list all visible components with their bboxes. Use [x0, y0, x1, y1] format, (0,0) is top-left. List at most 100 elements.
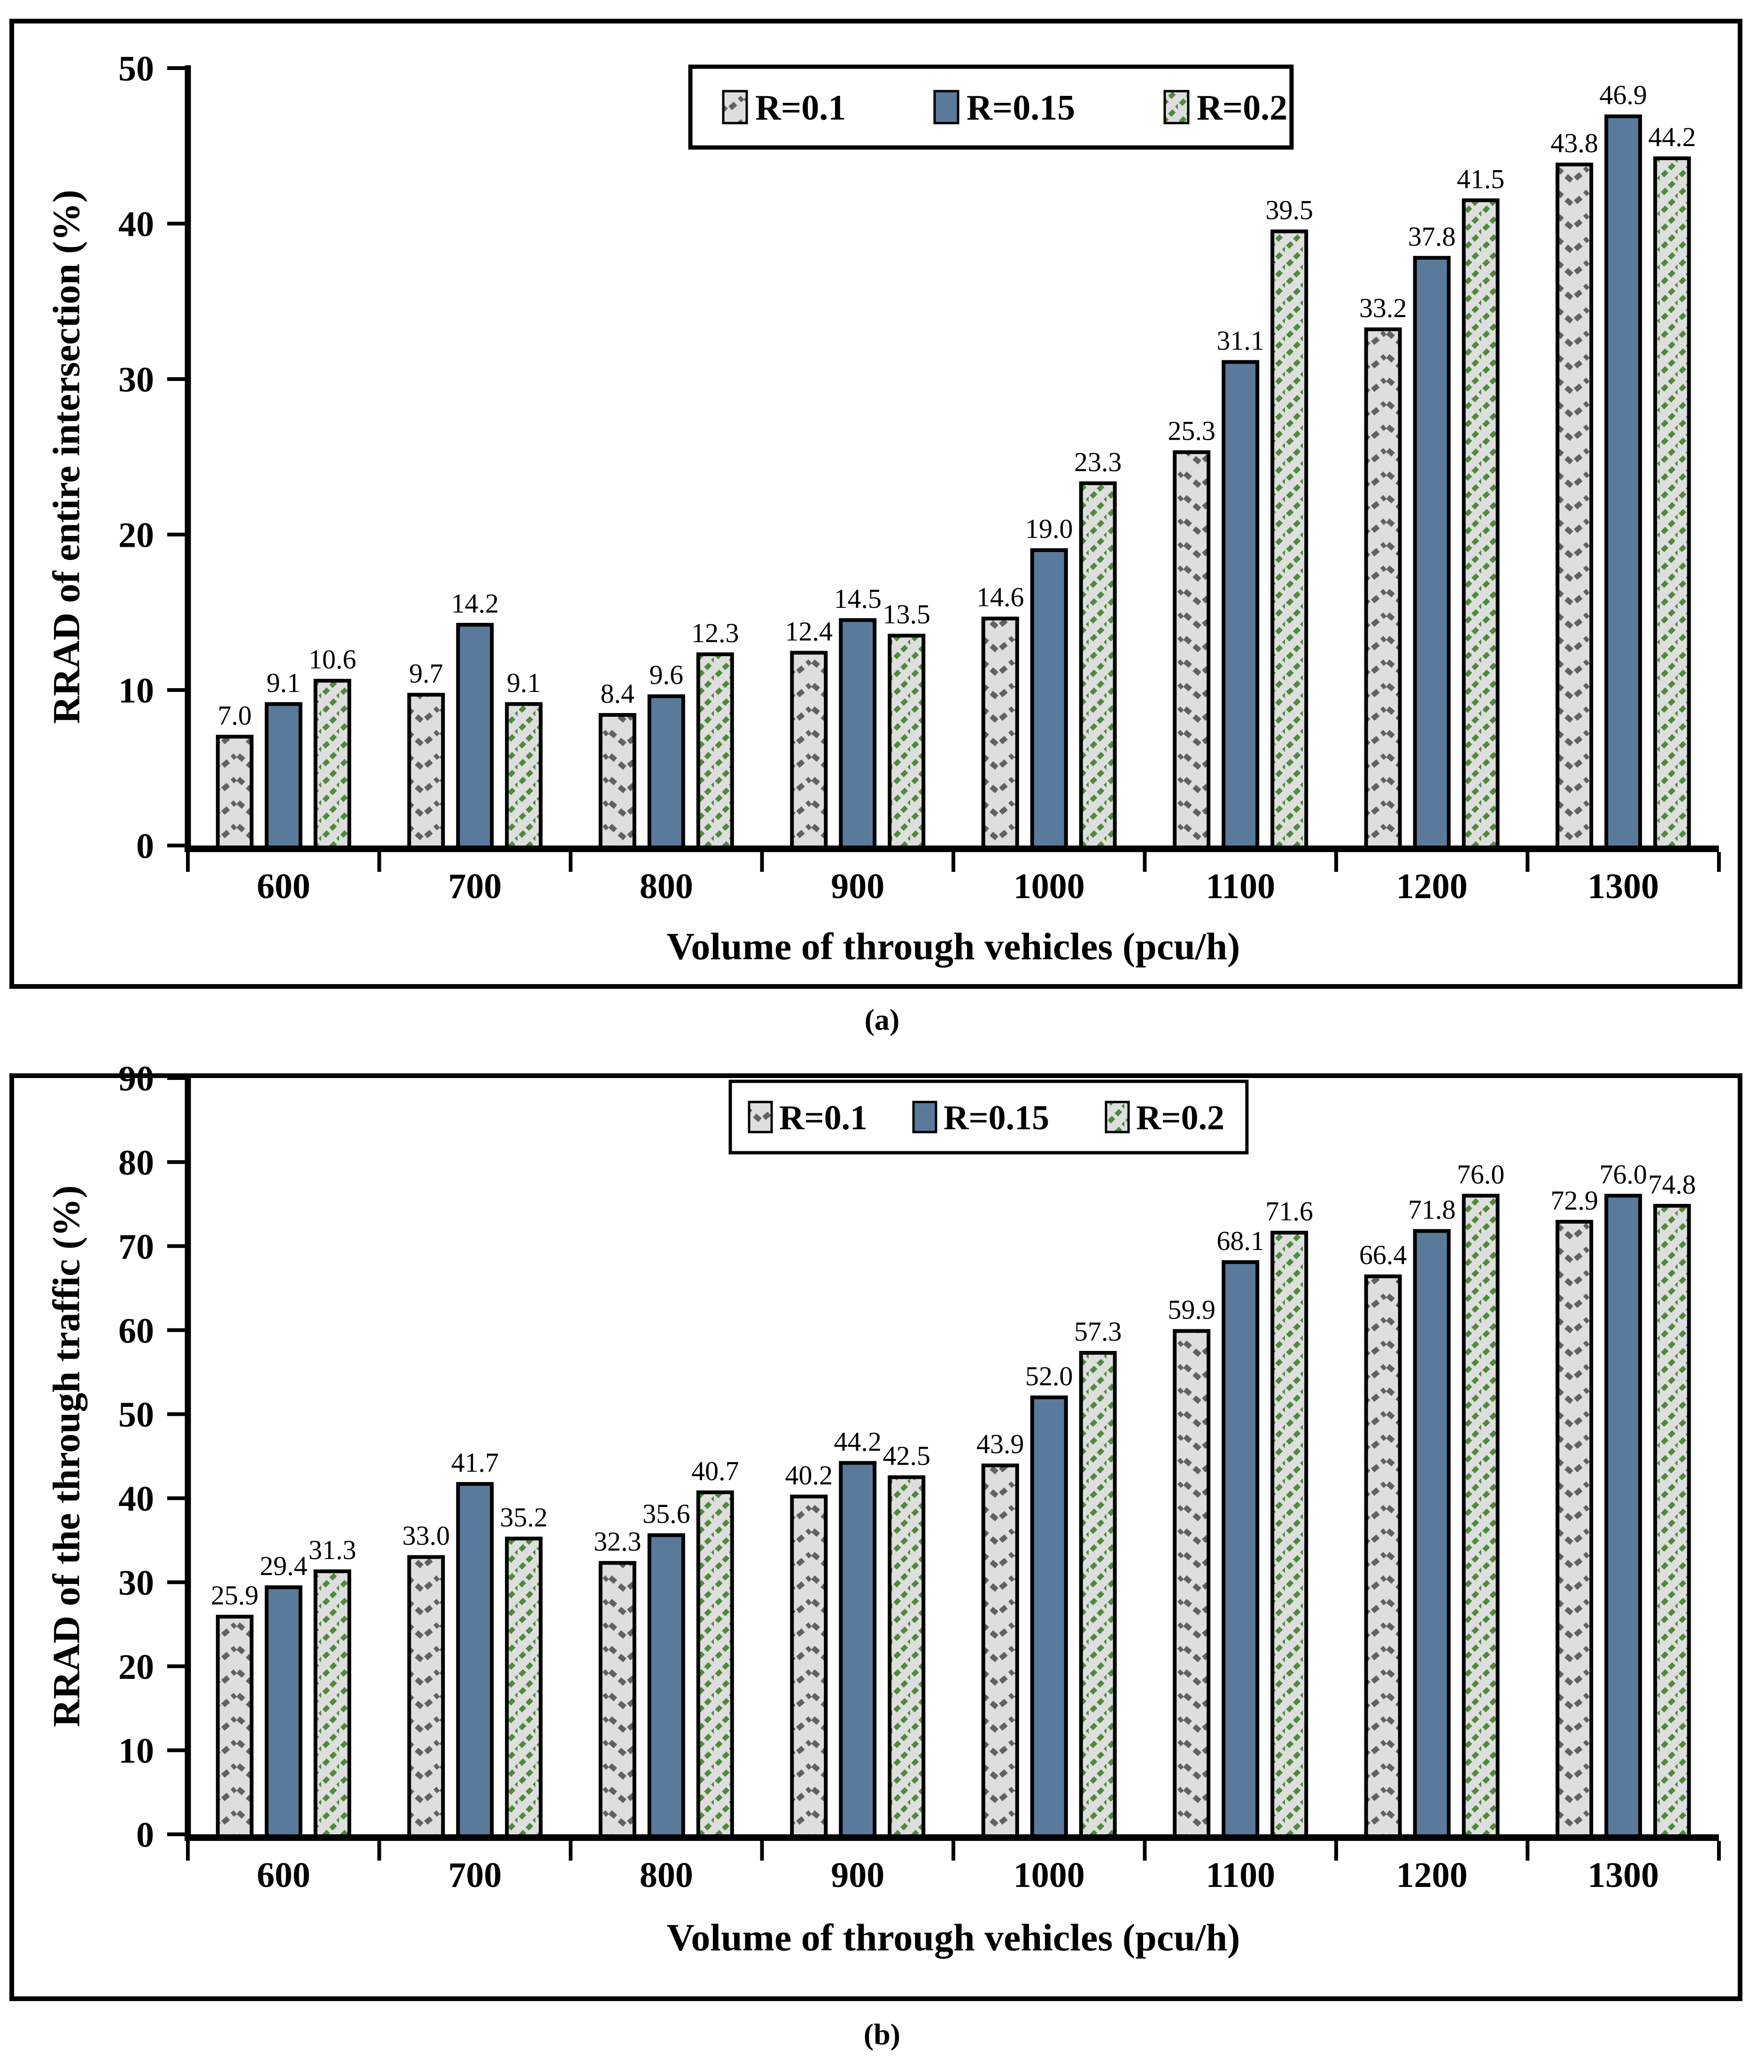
x-category-label: 700	[448, 867, 502, 906]
x-category-label: 1100	[1206, 1855, 1275, 1895]
bar-value-label: 9.1	[507, 667, 541, 698]
y-tick-label: 50	[118, 1395, 154, 1435]
y-tick-label: 70	[118, 1227, 154, 1266]
y-axis-title: RRAD of the through traffic (%)	[45, 1185, 88, 1727]
legend-label-R=0.15: R=0.15	[944, 1099, 1049, 1137]
bar-R=0.2-at-600	[313, 1569, 351, 1839]
bar-R=0.1-at-700	[407, 1555, 445, 1839]
bar-value-label: 31.1	[1217, 326, 1265, 356]
bar-value-label: 40.7	[691, 1456, 739, 1486]
x-category-label: 600	[257, 1855, 310, 1895]
bar-R=0.2-at-1200	[1462, 198, 1500, 850]
chart-b-rrad-through-traffic: 0 10 20 30 40 50 60 70 80 90 600 700 800 900 1000 1100 1…	[9, 1059, 1742, 2001]
bar-value-label: 9.6	[650, 660, 684, 690]
x-category-label: 600	[257, 867, 310, 906]
bar-R=0.2-at-1000	[1079, 1350, 1117, 1838]
legend-box	[688, 64, 1294, 150]
x-category-label: 1100	[1206, 867, 1275, 906]
bar-R=0.1-at-700	[407, 692, 445, 850]
y-tick-label: 60	[118, 1311, 154, 1350]
chart-a-rrad-entire-intersection: 0 10 20 30 40 50 600 700 800 900 1000 1100 1200 1300 V…	[9, 19, 1742, 989]
bar-R=0.2-at-700	[505, 702, 543, 850]
x-category-label: 900	[831, 867, 884, 906]
y-tick-label: 0	[136, 1816, 154, 1855]
bar-R=0.2-at-800	[696, 1490, 734, 1838]
x-category-label: 1300	[1587, 1855, 1659, 1895]
x-category-label: 1300	[1587, 867, 1659, 906]
bar-value-label: 19.0	[1025, 513, 1073, 544]
bar-R=0.1-at-800	[598, 1561, 636, 1839]
bar-R=0.2-at-900	[888, 634, 926, 850]
bar-R=0.1-at-900	[790, 1494, 828, 1839]
bar-value-label: 42.5	[883, 1441, 931, 1471]
bar-value-label: 59.9	[1168, 1294, 1216, 1325]
bar-value-label: 57.3	[1074, 1316, 1122, 1347]
legend-label-R=0.1: R=0.1	[755, 88, 846, 128]
bar-value-label: 9.7	[409, 658, 443, 689]
bar-R=0.1-at-600	[216, 1614, 254, 1838]
legend-label-R=0.2: R=0.2	[1136, 1099, 1224, 1137]
bar-value-label: 46.9	[1600, 80, 1648, 110]
bar-R=0.15-at-1100	[1222, 1260, 1260, 1838]
legend-label-R=0.1: R=0.1	[779, 1099, 867, 1137]
y-tick-label: 10	[118, 671, 154, 711]
bar-value-label: 66.4	[1359, 1240, 1407, 1270]
bar-value-label: 14.5	[834, 583, 882, 614]
bar-value-label: 25.9	[211, 1580, 259, 1611]
y-axis-title: RRAD of entire intersection (%)	[45, 190, 88, 724]
bar-R=0.1-at-1300	[1555, 1219, 1594, 1838]
bar-R=0.1-at-1300	[1555, 163, 1594, 850]
x-axis-title: Volume of through vehicles (pcu/h)	[667, 1916, 1240, 1959]
x-category-label: 700	[448, 1855, 502, 1895]
bar-value-label: 14.6	[976, 582, 1024, 613]
y-tick-label: 50	[118, 49, 154, 89]
bar-R=0.2-at-1100	[1270, 1231, 1308, 1838]
legend-swatch-R=0.15	[912, 1101, 937, 1133]
bar-R=0.1-at-1100	[1173, 1329, 1211, 1838]
x-category-label: 1000	[1014, 1855, 1085, 1895]
bar-value-label: 12.4	[785, 616, 833, 647]
bar-value-label: 13.5	[883, 599, 931, 629]
bar-value-label: 72.9	[1551, 1185, 1599, 1216]
bar-value-label: 52.0	[1025, 1361, 1073, 1391]
bar-R=0.1-at-1100	[1173, 450, 1211, 849]
y-tick-label: 40	[118, 205, 154, 244]
bar-value-label: 10.6	[309, 644, 356, 675]
bar-R=0.1-at-900	[790, 651, 828, 850]
x-category-label: 1000	[1014, 867, 1085, 906]
bar-value-label: 33.0	[402, 1521, 450, 1551]
bar-value-label: 43.8	[1551, 128, 1599, 158]
bar-value-label: 29.4	[260, 1551, 308, 1581]
bar-value-label: 33.2	[1359, 293, 1407, 323]
y-tick-label: 80	[118, 1143, 154, 1182]
bar-R=0.1-at-1000	[981, 616, 1019, 849]
bar-R=0.15-at-1200	[1413, 256, 1451, 850]
bar-R=0.15-at-700	[456, 622, 494, 849]
bar-value-label: 43.9	[976, 1429, 1024, 1459]
x-axis-title: Volume of through vehicles (pcu/h)	[667, 925, 1240, 968]
legend-swatch-R=0.2	[1105, 1101, 1130, 1133]
bar-value-label: 71.6	[1266, 1196, 1314, 1226]
bar-R=0.2-at-800	[696, 652, 734, 849]
x-category-label: 1200	[1396, 867, 1468, 906]
legend-label-R=0.2: R=0.2	[1197, 88, 1287, 128]
bar-R=0.15-at-800	[647, 1533, 685, 1838]
legend-box	[728, 1079, 1249, 1155]
bar-R=0.15-at-1300	[1604, 1194, 1642, 1838]
bar-value-label: 37.8	[1408, 221, 1456, 252]
bar-value-label: 76.0	[1457, 1159, 1505, 1189]
bar-value-label: 31.3	[309, 1535, 356, 1565]
bar-R=0.15-at-600	[264, 1585, 302, 1838]
legend-swatch-R=0.1	[722, 90, 748, 124]
bar-value-label: 32.3	[594, 1526, 642, 1557]
y-tick-label: 90	[118, 1059, 154, 1099]
bar-R=0.1-at-1200	[1364, 1274, 1402, 1838]
bar-R=0.1-at-800	[598, 713, 636, 849]
y-tick-label: 20	[118, 516, 154, 555]
bar-value-label: 7.0	[218, 700, 252, 730]
legend-swatch-R=0.15	[933, 90, 959, 124]
x-category-label: 1200	[1396, 1855, 1468, 1895]
bar-value-label: 41.5	[1457, 163, 1505, 194]
bar-value-label: 74.8	[1648, 1169, 1696, 1200]
